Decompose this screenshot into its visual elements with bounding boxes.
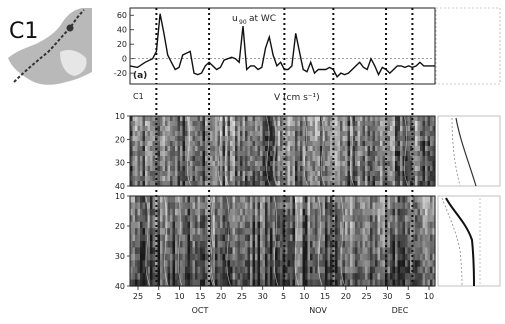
panel-c-event-lines <box>155 190 414 286</box>
inset-map-ship-track <box>13 9 85 83</box>
panel-c-ytick-label: 20 <box>115 222 125 231</box>
panel-c-xtick-label: 20 <box>341 292 351 301</box>
panel-a-ytick-label: -20 <box>114 69 127 78</box>
panel-a-frame <box>129 7 436 85</box>
panel-a-side-box <box>435 7 501 85</box>
panel-c-xtick-label: 15 <box>320 292 330 301</box>
panel-c-xtick-label: 25 <box>362 292 372 301</box>
panel-a-title-u: u <box>232 14 238 24</box>
panel-a: 60 40 20 0 -20 u 90 at WC (a) <box>114 7 501 85</box>
panel-a-ytick-label: 0 <box>122 55 127 64</box>
panel-b-profile-mean <box>455 117 477 187</box>
panel-a-title-sub: 90 <box>239 19 247 26</box>
panel-a-ytick-label: 40 <box>117 26 127 35</box>
panel-c-profile-std <box>441 197 463 287</box>
panel-b-ytick-label: 40 <box>115 182 125 191</box>
panel-b-ytick-label: 30 <box>115 159 125 168</box>
panel-c-ytick-label: 30 <box>115 252 125 261</box>
panel-c-ytick-label: 10 <box>115 192 125 201</box>
panel-b-yticks: 10 20 30 40 <box>115 112 130 191</box>
panel-a-tag: (a) <box>133 71 147 81</box>
inset-map-station-marker <box>66 24 74 32</box>
panel-b-frame <box>129 115 436 187</box>
panel-c-xtick-label: 25 <box>237 292 247 301</box>
panel-a-ytick-label: 60 <box>117 11 127 20</box>
inset-map-label: C1 <box>9 19 38 44</box>
panel-b-header <box>130 88 435 112</box>
panel-c-xtick-label: 10 <box>299 292 309 301</box>
panel-c-xtick-label: 10 <box>174 292 184 301</box>
inset-map-land-south <box>60 50 87 76</box>
panel-c-xtick-label: 20 <box>216 292 226 301</box>
panel-c-xtick-label: 30 <box>258 292 268 301</box>
panel-b: C1 V (cm s⁻¹) 10 20 30 40 <box>115 88 501 191</box>
panel-a-yticks: 60 40 20 0 -20 <box>114 11 134 78</box>
panel-b-ytick-label: 10 <box>115 112 125 121</box>
panel-c-xtick-label: 5 <box>281 292 286 301</box>
panel-b-profile-frame <box>437 115 501 187</box>
panel-c-xtick-label: 10 <box>424 292 434 301</box>
panel-c-month-label: OCT <box>192 306 209 315</box>
panel-b-ytick-label: 20 <box>115 135 125 144</box>
panel-c-xtick-label: 5 <box>156 292 161 301</box>
panel-b-event-lines <box>155 88 414 186</box>
panel-b-tag: C1 <box>133 92 144 101</box>
panel-c-profile-frame <box>437 195 501 287</box>
panel-c-ytick-label: 40 <box>115 282 125 291</box>
panel-c-xtick-label: 25 <box>133 292 143 301</box>
panel-b-title: V (cm s⁻¹) <box>274 93 320 103</box>
panel-c-frame <box>129 195 436 287</box>
panel-c: 10 20 30 40 25 5 10 15 20 25 30 5 10 15 20 25 30 5 10 OCT… <box>115 190 501 315</box>
panel-c-xtick-label: 5 <box>406 292 411 301</box>
panel-c-month-label: NOV <box>309 306 327 315</box>
panel-a-ytick-label: 20 <box>117 40 127 49</box>
panel-c-xtick-label: 15 <box>195 292 205 301</box>
panel-b-heatmap <box>130 115 436 187</box>
panel-c-yticks: 10 20 30 40 <box>115 192 130 291</box>
panel-c-xtick-label: 30 <box>382 292 392 301</box>
panel-c-heatmap <box>130 195 436 287</box>
panel-c-month-labels: OCT NOV DEC <box>192 306 409 315</box>
panel-a-u90-series <box>129 13 435 78</box>
panel-c-profile-mean <box>445 197 475 287</box>
panel-a-title-rest: at WC <box>249 14 276 24</box>
panel-b-profile-std <box>451 117 461 187</box>
inset-map: C1 <box>6 4 94 92</box>
panel-c-month-label: DEC <box>392 306 409 315</box>
panel-c-xticks: 25 5 10 15 20 25 30 5 10 15 20 25 30 5 10 <box>133 286 434 301</box>
